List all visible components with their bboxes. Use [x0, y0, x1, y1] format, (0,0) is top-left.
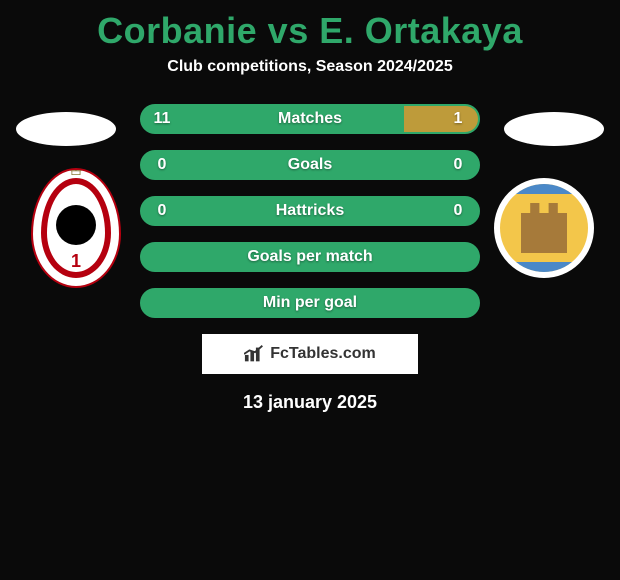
club-crest-right — [494, 168, 594, 288]
stat-label: Matches — [182, 110, 438, 128]
page-title: Corbanie vs E. Ortakaya — [10, 0, 610, 52]
player-pad-left — [16, 112, 116, 146]
stat-label: Goals per match — [182, 248, 438, 266]
crest-left-number: 1 — [71, 251, 81, 272]
stat-label: Hattricks — [182, 202, 438, 220]
player-pad-right — [504, 112, 604, 146]
stat-value-right: 0 — [438, 156, 478, 174]
chart-icon — [244, 345, 266, 363]
stat-bar: 0Goals0 — [140, 150, 480, 180]
stat-value-left: 11 — [142, 110, 182, 128]
stat-value-left: 0 — [142, 202, 182, 220]
subtitle: Club competitions, Season 2024/2025 — [10, 58, 610, 76]
stat-bar: 11Matches1 — [140, 104, 480, 134]
stat-bar: Min per goal — [140, 288, 480, 318]
stat-label: Goals — [182, 156, 438, 174]
stat-label: Min per goal — [182, 294, 438, 312]
club-crest-left: ♔ 1 — [26, 168, 126, 288]
stat-value-right: 1 — [438, 110, 478, 128]
stat-value-left: 0 — [142, 156, 182, 174]
stat-bar: Goals per match — [140, 242, 480, 272]
stat-value-right: 0 — [438, 202, 478, 220]
watermark-text: FcTables.com — [270, 345, 376, 363]
watermark: FcTables.com — [202, 334, 418, 374]
stat-bar: 0Hattricks0 — [140, 196, 480, 226]
comparison-bars: 11Matches10Goals00Hattricks0Goals per ma… — [140, 104, 480, 318]
date-label: 13 january 2025 — [10, 392, 610, 413]
